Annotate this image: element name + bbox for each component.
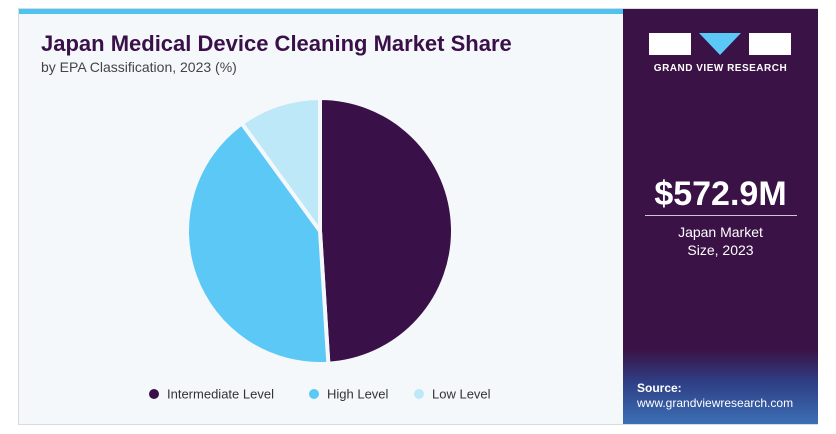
source-label: Source: <box>637 381 682 395</box>
pie-slice <box>318 95 456 366</box>
legend-label: Low Level <box>432 386 491 401</box>
legend-label: Intermediate Level <box>167 386 274 401</box>
brand: GRAND VIEW RESEARCH <box>653 63 788 74</box>
market-size-label: Japan Market Size, 2023 <box>678 224 763 258</box>
chart-subtitle: by EPA Classification, 2023 (%) <box>41 59 237 75</box>
legend-label: High Level <box>327 386 389 401</box>
legend-marker <box>309 389 319 399</box>
logo-block <box>749 33 791 55</box>
market-size: $572.9M <box>654 175 787 213</box>
logo-block <box>699 33 741 55</box>
top-strip <box>19 9 623 14</box>
logo-block <box>649 33 691 55</box>
chart: Intermediate Level High Level Low Level <box>149 95 491 401</box>
legend-marker <box>414 389 424 399</box>
background-image <box>623 349 818 424</box>
pie-slice <box>185 120 331 366</box>
sidebar: GRAND VIEW RESEARCH $572.9M Japan Market… <box>623 9 818 424</box>
divider <box>645 215 797 216</box>
source-url: www.grandviewresearch.com <box>637 396 794 410</box>
pie-slice <box>239 95 322 238</box>
legend-marker <box>149 389 159 399</box>
logo <box>649 33 791 55</box>
chart-title: Japan Medical Device Cleaning Market Sha… <box>41 31 512 56</box>
card: Japan Medical Device Cleaning Market Sha… <box>18 8 818 425</box>
